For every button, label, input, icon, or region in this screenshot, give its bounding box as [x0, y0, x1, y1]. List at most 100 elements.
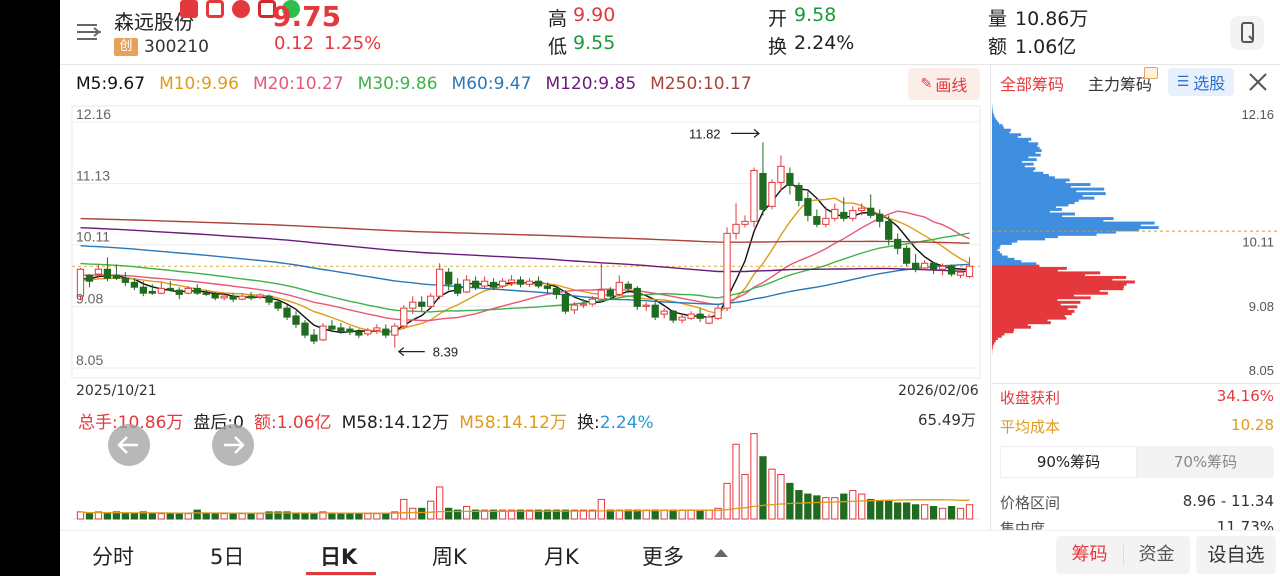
chip-bar	[992, 269, 1058, 273]
candle-body	[103, 268, 112, 279]
candle-body	[920, 262, 929, 269]
volume-bar	[534, 509, 543, 520]
kline-chart[interactable]: 12.16 11.13 10.11 9.08 8.05 11.82 8.39	[60, 104, 990, 404]
candle	[238, 293, 246, 301]
fund-toggle-button[interactable]: 资金	[1138, 544, 1175, 565]
chip-bar	[992, 226, 1159, 230]
candle-body	[202, 292, 210, 295]
chip-bar	[992, 235, 1058, 239]
candle-body	[516, 279, 525, 285]
stock-picker-button[interactable]: ☰ 选股	[1168, 68, 1234, 96]
candle-body	[947, 265, 956, 275]
profit-label: 收盘获利	[1000, 389, 1061, 407]
volume-bar	[319, 511, 327, 520]
candle-body	[471, 280, 480, 288]
candle	[373, 324, 381, 334]
candle-body	[346, 328, 354, 333]
candle	[364, 327, 372, 337]
candle	[265, 294, 273, 306]
screen-toggle-button[interactable]	[1230, 16, 1264, 50]
chip-bar	[992, 178, 1070, 182]
tab-70pct[interactable]: 70%筹码	[1173, 453, 1238, 471]
chip-bar	[992, 124, 1003, 128]
tab-90pct[interactable]: 90%筹码	[1000, 446, 1137, 478]
candle	[876, 209, 884, 228]
ma30-line	[80, 232, 970, 313]
volume-chart[interactable]	[60, 428, 990, 523]
volume-bar	[624, 509, 632, 520]
candle-body	[606, 289, 614, 297]
candle-body	[633, 287, 641, 307]
chip-toggle-button[interactable]: 筹码	[1071, 544, 1108, 565]
candle	[274, 299, 282, 312]
chip-bar	[992, 117, 996, 121]
board-badge: 创	[114, 38, 138, 56]
tab-main-chips[interactable]: 主力筹码	[1088, 75, 1153, 94]
volume-bar	[750, 433, 758, 520]
volume-bar	[768, 468, 776, 520]
chip-bar	[992, 264, 1040, 268]
kline-ma-lines	[80, 181, 970, 334]
candle-body	[894, 238, 902, 249]
candle	[247, 291, 255, 301]
candle-body	[525, 280, 534, 285]
chip-bar	[992, 305, 1078, 309]
bottom-bar: 分时 5日 日K 周K 月K 更多 筹码 资金 设自选	[60, 530, 1280, 576]
candle-body	[840, 211, 848, 219]
candle-body	[454, 283, 462, 294]
chip-bar	[992, 337, 998, 341]
volume-bar	[876, 500, 884, 520]
candle	[840, 197, 848, 222]
candle	[965, 257, 974, 279]
tab-monthly-k[interactable]: 月K	[544, 545, 579, 569]
prev-arrow-button[interactable]	[108, 424, 150, 466]
chip-bar	[992, 341, 995, 345]
notification-icons	[180, 0, 300, 20]
tab-5day[interactable]: 5日	[210, 545, 245, 569]
candle	[687, 311, 695, 321]
tab-daily-k[interactable]: 日K	[320, 545, 358, 569]
chip-bar	[992, 239, 1018, 243]
next-arrow-button[interactable]	[212, 424, 254, 466]
arrow-right-icon	[224, 436, 245, 454]
draw-line-button[interactable]: ✎ 画线	[908, 68, 980, 100]
tab-more[interactable]: 更多	[642, 545, 684, 569]
chip-bar	[992, 251, 1000, 254]
candle-body	[786, 172, 794, 186]
candle	[696, 308, 704, 322]
chip-bar	[992, 133, 1022, 137]
tab-all-chips[interactable]: 全部筹码	[1000, 75, 1065, 94]
chip-bar	[992, 112, 994, 116]
candle	[480, 276, 489, 289]
candle	[220, 294, 228, 301]
volume-bar	[139, 511, 147, 520]
candle-body	[858, 207, 866, 212]
chip-bar	[992, 325, 1032, 329]
candle-body	[85, 274, 94, 282]
ma20-label: M20:10.27	[252, 74, 344, 94]
candle-body	[597, 289, 605, 300]
chip-bar	[992, 291, 1108, 295]
volume-bar	[732, 443, 740, 520]
close-button[interactable]	[1246, 70, 1270, 94]
candle	[445, 268, 453, 291]
volume-bar	[373, 513, 381, 520]
tab-intraday[interactable]: 分时	[92, 545, 134, 569]
candle	[462, 275, 471, 294]
candle	[328, 320, 336, 333]
volume-bar	[786, 482, 794, 520]
chip-bar	[992, 146, 1040, 150]
chip-bar	[992, 262, 1037, 266]
candle-body	[570, 304, 579, 311]
min-price-label: 8.39	[433, 345, 458, 360]
menu-icon[interactable]	[76, 22, 102, 42]
wechat-icon	[282, 0, 300, 18]
candle-body	[732, 223, 740, 234]
chip-y-tick: 10.11	[1242, 235, 1274, 250]
candle-body	[903, 247, 911, 264]
add-watchlist-button[interactable]: 设自选	[1196, 536, 1276, 574]
candle	[534, 276, 543, 289]
tab-weekly-k[interactable]: 周K	[432, 545, 467, 569]
volume-bar	[570, 509, 579, 520]
volume-bar	[301, 513, 309, 520]
